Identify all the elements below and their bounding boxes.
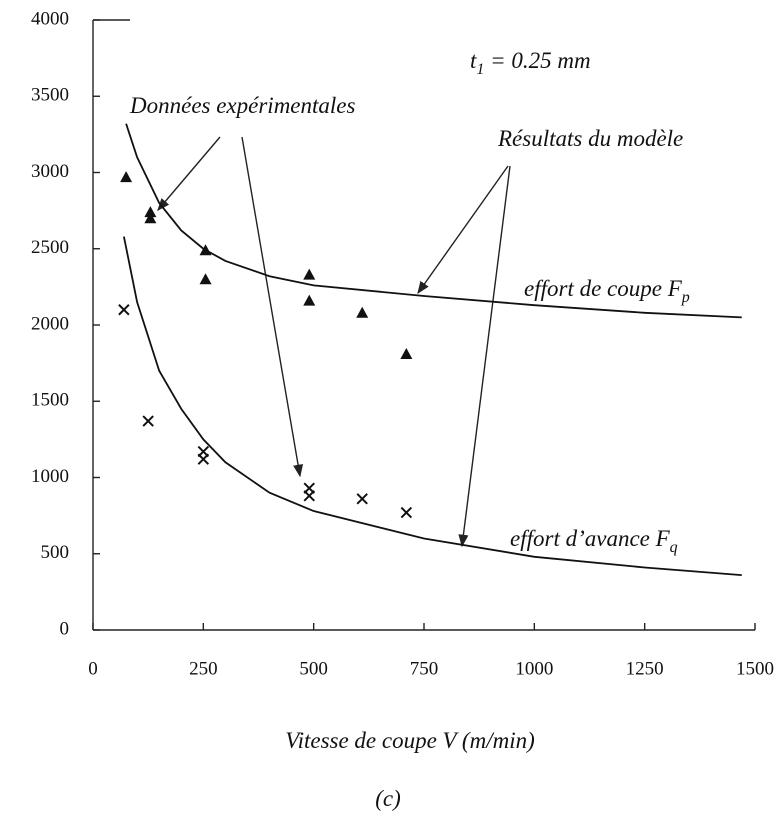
annotation-rest: = 0.25 mm — [484, 48, 590, 73]
triangle-point — [303, 294, 316, 306]
x-tick-label: 500 — [299, 658, 328, 679]
arrow — [417, 165, 509, 295]
y-tick-label: 2500 — [31, 237, 69, 258]
annotation: t1 = 0.25 mm — [470, 48, 591, 78]
x-tick-label: 1250 — [626, 658, 664, 679]
triangle-point — [144, 212, 157, 224]
x-axis-label: Vitesse de coupe V (m/min) — [285, 728, 535, 753]
model-curve — [123, 236, 742, 576]
cross-point — [303, 490, 315, 502]
annotation-text: effort de coupe F — [524, 276, 683, 301]
y-tick-label: 4000 — [31, 8, 69, 29]
annotation-subscript: q — [670, 539, 678, 556]
y-tick-label: 3500 — [31, 85, 69, 106]
annotation-text: Résultats du modèle — [497, 126, 683, 151]
annotation-subscript: 1 — [476, 61, 484, 78]
y-tick-label: 2000 — [31, 313, 69, 334]
annotation-text: effort d’avance F — [510, 526, 671, 551]
y-tick-label: 1500 — [31, 390, 69, 411]
caption: (c) — [375, 786, 401, 811]
x-tick-label: 750 — [410, 658, 439, 679]
y-tick-label: 1000 — [31, 466, 69, 487]
annotation-text: Données expérimentales — [129, 93, 356, 118]
y-tick-label: 3000 — [31, 161, 69, 182]
y-tick-label: 0 — [60, 618, 70, 639]
triangle-point — [400, 347, 413, 359]
triangle-point — [199, 273, 212, 285]
arrows — [157, 136, 511, 548]
annotation: effort d’avance Fq — [510, 526, 678, 556]
annotation-subscript: p — [681, 289, 690, 306]
cross-point — [142, 415, 154, 427]
arrow — [458, 165, 511, 548]
arrow — [157, 136, 221, 211]
triangle-point — [144, 206, 157, 218]
arrow — [241, 136, 304, 478]
annotation: Résultats du modèle — [497, 126, 683, 151]
cross-point — [400, 506, 413, 519]
cross-point — [197, 453, 210, 465]
annotation-text: t — [470, 48, 477, 73]
cross-point — [356, 493, 368, 505]
triangle-point — [303, 268, 316, 280]
x-tick-label: 1000 — [515, 658, 553, 679]
annotation: effort de coupe Fp — [524, 276, 690, 306]
annotation: Données expérimentales — [129, 93, 356, 118]
x-tick-label: 0 — [88, 658, 98, 679]
y-tick-label: 500 — [41, 542, 70, 563]
triangle-point — [356, 306, 369, 318]
x-tick-label: 1500 — [736, 658, 774, 679]
x-tick-label: 250 — [189, 658, 218, 679]
model-curve — [125, 123, 742, 319]
cross-point — [118, 304, 130, 316]
triangle-point — [120, 171, 133, 183]
